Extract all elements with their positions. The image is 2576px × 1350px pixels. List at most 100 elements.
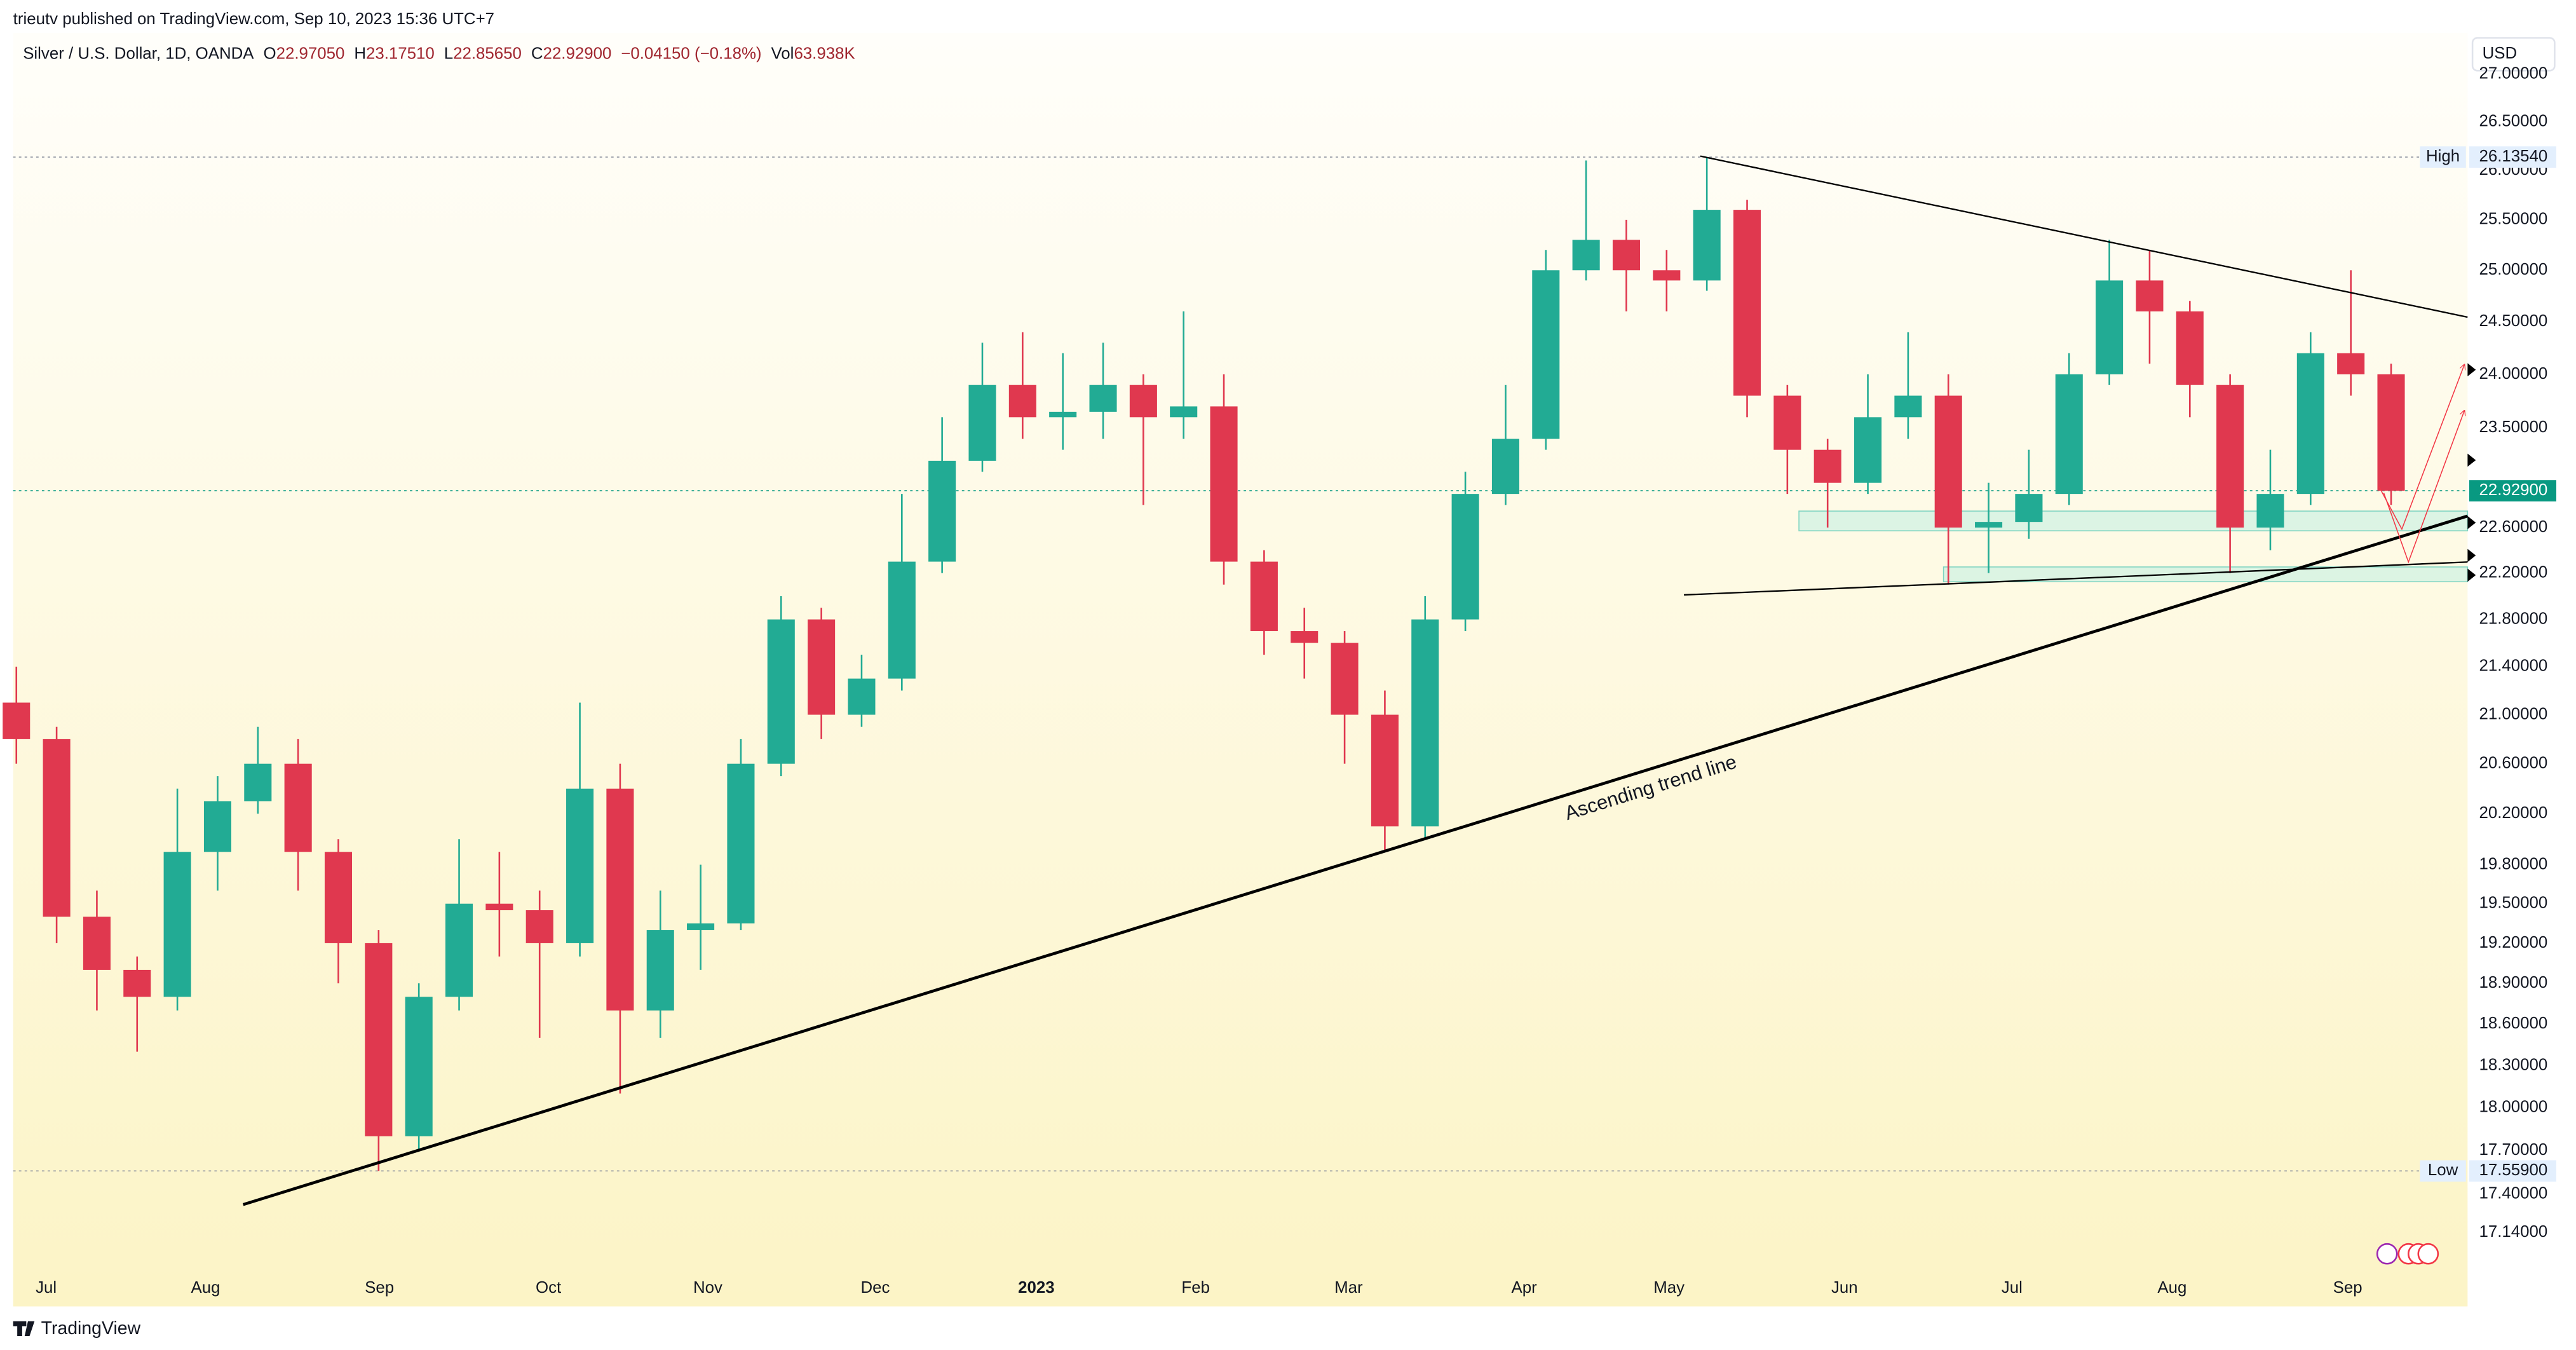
ohlc-value: 22.85650 <box>453 44 522 62</box>
y-tick-label: 18.00000 <box>2479 1098 2547 1116</box>
candle-body <box>2296 353 2324 494</box>
candle-body <box>1894 395 1922 418</box>
icon <box>2417 1243 2439 1265</box>
y-tick-label: 24.50000 <box>2479 312 2547 330</box>
x-tick-label: Sep <box>2333 1279 2362 1297</box>
ohlc-value: 22.97050 <box>276 44 345 62</box>
marker <box>2467 515 2476 529</box>
candle-body <box>1854 417 1882 483</box>
ohlc-value: 22.92900 <box>543 44 612 62</box>
candle-body <box>1210 406 1238 562</box>
y-tick-label: 21.40000 <box>2479 657 2547 675</box>
currency: USD <box>2483 44 2518 62</box>
projection-arrow <box>2383 411 2465 564</box>
price-line-tag <box>2420 146 2466 168</box>
y-tick-label: 21.00000 <box>2479 705 2547 723</box>
support-line <box>1684 561 2468 596</box>
price-line-value: 26.13540 <box>2479 147 2547 165</box>
x-tick-label: 2023 <box>1018 1279 1054 1297</box>
candle-body <box>123 969 151 997</box>
candle-body <box>2176 311 2204 385</box>
candle-body <box>1773 395 1801 450</box>
ohlc-label: C <box>531 44 543 62</box>
footer: TradingView <box>13 1318 141 1339</box>
price-line-value: 17.55900 <box>2479 1161 2547 1179</box>
support-zone <box>1798 510 2469 531</box>
candle-body <box>1491 439 1519 494</box>
x-tick-label: Feb <box>1181 1279 1210 1297</box>
ohlc-label: H <box>354 44 366 62</box>
candle-body <box>767 619 795 764</box>
price-line-box <box>2469 1160 2556 1182</box>
y-tick-label: 21.80000 <box>2479 610 2547 627</box>
candle-body <box>1089 385 1117 412</box>
y-tick-label: 22.20000 <box>2479 563 2547 581</box>
volume-label: Vol <box>771 44 794 62</box>
price-line-name: Low <box>2428 1161 2458 1179</box>
y-tick-label: 20.20000 <box>2479 804 2547 822</box>
y-tick-label: 19.80000 <box>2479 855 2547 873</box>
x-tick-label: Oct <box>536 1279 561 1297</box>
symbol-legend: Silver / U.S. Dollar, 1D, OANDA O22.9705… <box>23 44 855 62</box>
price-line-box <box>2469 146 2556 168</box>
y-tick-label: 24.00000 <box>2479 365 2547 383</box>
symbol: Silver / U.S. Dollar, 1D, OANDA <box>23 44 254 62</box>
candle-body <box>244 763 272 801</box>
candle-body <box>1129 385 1157 418</box>
x-tick-label: Nov <box>693 1279 722 1297</box>
candles <box>3 157 2405 1171</box>
currency-box[interactable] <box>2471 37 2556 72</box>
x-tick-label: May <box>1653 1279 1685 1297</box>
marker <box>2467 363 2476 377</box>
candle-body <box>284 763 312 852</box>
y-tick-label: 19.50000 <box>2479 894 2547 912</box>
candle-body <box>606 788 634 1011</box>
y-tick-label: 17.14000 <box>2479 1223 2547 1241</box>
x-tick-label: Aug <box>191 1279 220 1297</box>
candle-body <box>405 997 433 1136</box>
last-price-box <box>2469 480 2556 501</box>
y-tick-label: 17.40000 <box>2479 1185 2547 1203</box>
candle-body <box>1411 619 1439 827</box>
axes: 27.0000026.5000026.0000025.5000025.00000… <box>36 64 2556 1297</box>
ohlc-value: 23.17510 <box>366 44 435 62</box>
candle-body <box>1049 411 1077 418</box>
change: −0.04150 (−0.18%) <box>621 44 761 62</box>
y-tick-label: 23.50000 <box>2479 418 2547 436</box>
candle-body <box>2015 494 2043 522</box>
descending-trend-line <box>1700 155 2468 318</box>
marker <box>2467 549 2476 562</box>
candle-body <box>43 739 71 917</box>
candle-body <box>646 930 674 1011</box>
publisher-line: trieutv published on TradingView.com, Se… <box>13 10 494 28</box>
candle-body <box>566 788 594 943</box>
candle-body <box>727 763 755 924</box>
candle-body <box>1291 631 1319 643</box>
candle-body <box>1170 406 1198 418</box>
candle-body <box>2096 280 2124 374</box>
x-tick-label: Aug <box>2157 1279 2186 1297</box>
y-tick-label: 20.60000 <box>2479 754 2547 772</box>
marker <box>2467 568 2476 582</box>
y-tick-label: 25.50000 <box>2479 210 2547 228</box>
candle-body <box>1975 522 2003 528</box>
candle-body <box>808 619 836 715</box>
candle-body <box>485 903 513 911</box>
candle-body <box>1733 210 1761 396</box>
price-line-tag <box>2420 1160 2466 1182</box>
y-tick-label: 18.60000 <box>2479 1014 2547 1032</box>
candle-body <box>2055 374 2083 494</box>
candle-body <box>525 910 553 943</box>
candle-body <box>1653 270 1681 281</box>
x-tick-label: Sep <box>365 1279 394 1297</box>
x-tick-label: Apr <box>1511 1279 1537 1297</box>
candle-body <box>1572 240 1600 271</box>
candle-body <box>968 385 996 461</box>
candle-body <box>163 852 191 997</box>
x-tick-label: Jul <box>2002 1279 2023 1297</box>
y-tick-label: 27.00000 <box>2479 64 2547 82</box>
candle-body <box>1331 643 1359 715</box>
ohlc-label: L <box>444 44 453 62</box>
marker <box>2467 453 2476 467</box>
candle-body <box>687 923 715 931</box>
